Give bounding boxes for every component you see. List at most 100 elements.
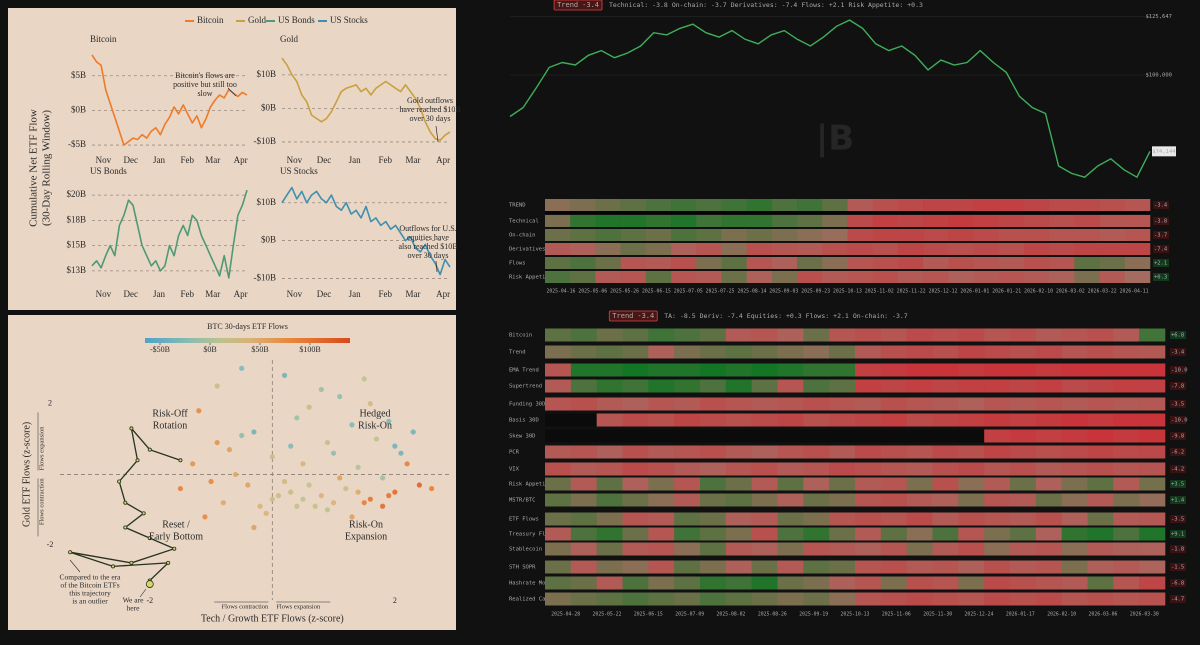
heat-cell [880,462,907,476]
row-latest: -6.8 [1171,581,1184,587]
heat-cell [958,328,985,342]
heat-cell [777,512,804,526]
heat-cell [880,363,907,377]
trajectory-point [123,500,128,505]
latest-badge [1170,579,1186,587]
heat-cell [829,328,856,342]
heat-cell [1035,445,1062,459]
heat-cell [1139,493,1166,507]
heat-cell [622,429,649,443]
heat-cell [855,560,882,574]
annotation: equities have [407,233,449,242]
heat-cell [984,413,1011,427]
heat-cell [897,271,924,283]
heat-cell [1023,215,1050,227]
heat-cell [803,462,830,476]
date-label: 2025-06-15 [642,289,671,295]
date-label: 2025-05-22 [593,612,622,618]
row-label: STH SOPR [509,565,536,571]
heat-cell [984,592,1011,606]
heat-cell [932,542,959,556]
heat-cell [648,527,675,541]
y-axis-label: Gold ETF Flows (z-score) [21,422,32,527]
date-label: 2026-03-06 [1089,612,1118,618]
heat-cell [570,592,597,606]
row-latest: -3.7 [1154,233,1167,239]
trend-value: -3.4 [582,1,599,9]
heat-cell [897,215,924,227]
latest-badge [1170,331,1186,339]
heat-cell [1061,328,1088,342]
date-label: 2025-09-03 [769,289,798,295]
y-tick-label: $10B [256,197,276,207]
x-tick-label: Nov [96,155,112,165]
heat-cell [622,462,649,476]
heat-cell [674,493,701,507]
heat-cell [1035,363,1062,377]
heat-cell [622,560,649,574]
heat-cell [570,462,597,476]
x-tick-label: -2 [146,596,153,605]
heat-cell [1139,477,1166,491]
x-tick-label: Feb [379,289,393,299]
date-label: 2026-01-17 [1006,612,1035,618]
scatter-point [281,478,288,485]
scatter-point [337,393,343,400]
heat-cell [751,363,778,377]
heat-cell [751,477,778,491]
latest-badge [1153,217,1169,225]
trend-value: -3.4 [637,312,654,320]
heat-cell [645,271,672,283]
heat-cell [570,271,596,283]
heat-cell [1010,512,1037,526]
trajectory-point [147,447,152,452]
score-value: -8.5 [680,312,696,320]
x-axis-note: Flows contraction [222,603,270,610]
heat-cell [1139,462,1166,476]
panel-title: US Bonds [90,166,127,176]
x-tick-label: Dec [124,155,139,165]
row-latest: -9.8 [1171,434,1184,440]
heat-cell [897,229,924,241]
heat-cell [777,542,804,556]
heat-cell [984,397,1011,411]
heat-cell [984,477,1011,491]
heat-cell [545,576,572,590]
row-latest: -4.7 [1171,597,1184,603]
heat-cell [700,363,727,377]
date-label: 2025-08-02 [717,612,746,618]
scatter-point [239,432,245,439]
y-tick-label: $0B [261,235,276,245]
heat-cell [1023,229,1050,241]
heat-cell [648,429,675,443]
heat-cell [932,345,959,359]
scatter-point [214,439,220,446]
heat-cell [880,527,907,541]
heat-cell [700,542,727,556]
heat-cell [984,512,1011,526]
heat-cell [1124,229,1151,241]
x-tick-label: Feb [181,289,195,299]
date-label: 2025-08-14 [738,289,767,295]
date-label: 2025-07-09 [675,612,704,618]
heat-cell [596,542,623,556]
heat-cell [1023,257,1050,269]
score-header: Trend -3.4 Technical: -3.8 On-chain: -3.7 Deri… [553,0,923,11]
heat-cell [1087,527,1114,541]
heat-cell [880,560,907,574]
heat-cell [880,379,907,393]
heat-cell [880,445,907,459]
latest-badge [1170,448,1186,456]
trajectory-point [166,560,171,565]
heat-cell [829,576,856,590]
heat-cell [777,429,804,443]
heat-cell [648,445,675,459]
heat-cell [1124,243,1151,255]
heat-cell [958,345,985,359]
heat-cell [620,271,647,283]
heat-cell [948,271,974,283]
scatter-point [349,514,355,520]
heat-cell [984,429,1011,443]
row-label: MSTR/BTC [509,498,536,504]
